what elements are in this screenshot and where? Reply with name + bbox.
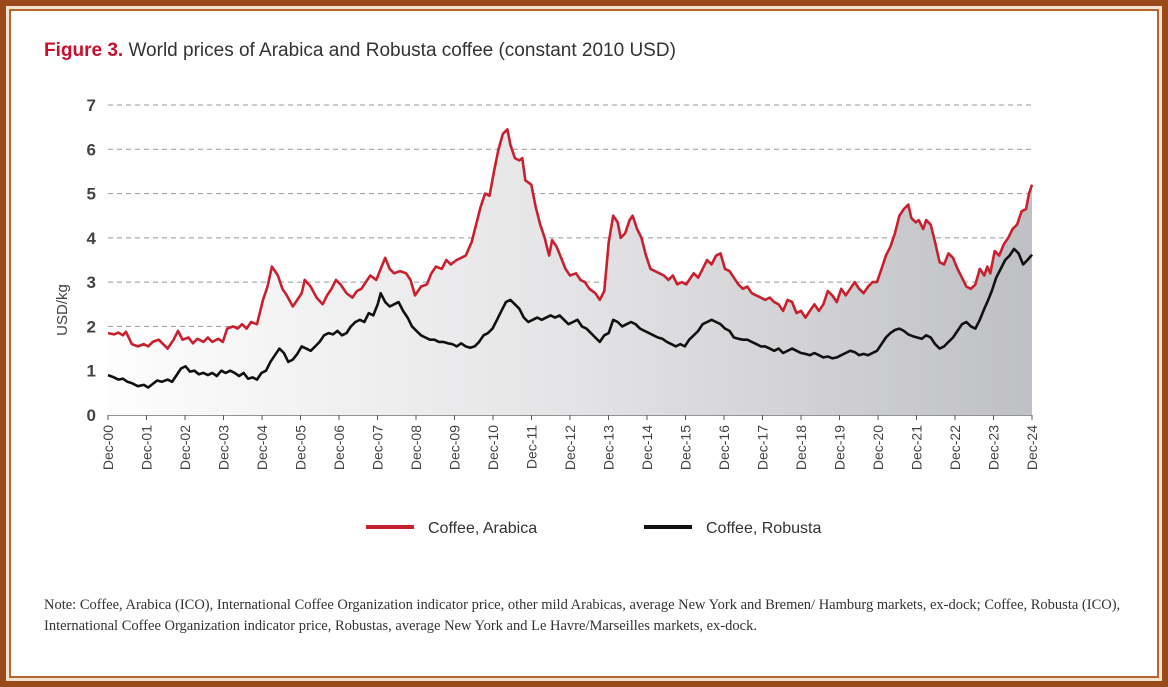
figure-title: Figure 3. World prices of Arabica and Ro…	[44, 40, 676, 62]
series-lines	[107, 128, 1034, 389]
y-tick-label: 3	[87, 273, 96, 292]
x-tick-label: Dec-21	[909, 425, 925, 470]
x-tick-label: Dec-08	[408, 425, 424, 470]
x-tick-label: Dec-17	[755, 425, 771, 470]
x-tick-label: Dec-12	[562, 425, 578, 470]
y-tick-label: 7	[87, 96, 96, 115]
x-tick-label: Dec-16	[716, 425, 732, 470]
x-tick-label: Dec-11	[524, 425, 540, 469]
y-tick-label: 1	[87, 362, 96, 381]
x-tick-label: Dec-04	[254, 425, 270, 470]
x-tick-label: Dec-06	[331, 425, 347, 470]
y-axis-label: USD/kg	[54, 284, 71, 336]
y-tick-label: 0	[87, 406, 96, 425]
x-tick-label: Dec-01	[139, 425, 155, 470]
arabica-area-fill	[108, 129, 1032, 415]
x-tick-label: Dec-22	[947, 425, 963, 470]
figure-title-text: World prices of Arabica and Robusta coff…	[128, 40, 676, 61]
x-tick-label: Dec-05	[293, 425, 309, 470]
x-tick-label: Dec-02	[177, 425, 193, 470]
x-tick-label: Dec-24	[1024, 425, 1040, 470]
legend: Coffee, Arabica Coffee, Robusta	[366, 520, 821, 537]
x-tick-label: Dec-19	[832, 425, 848, 470]
x-tick-label: Dec-14	[639, 425, 655, 470]
figure-note: Note: Coffee, Arabica (ICO), Internation…	[44, 597, 1121, 634]
y-tick-label: 4	[87, 229, 97, 248]
x-tick-label: Dec-03	[216, 425, 232, 470]
x-tick-label: Dec-13	[601, 425, 617, 470]
y-tick-label: 2	[87, 317, 96, 336]
x-tick-label: Dec-10	[485, 425, 501, 470]
x-tick-label: Dec-15	[678, 425, 694, 470]
x-axis-ticks: Dec-00 Dec-01 Dec-02 Dec-03 Dec-04 Dec-05 Dec-…	[100, 415, 1040, 470]
arabica-series-line	[107, 128, 1034, 350]
y-axis-ticks: 0 1 2 3 4 5 6 7	[87, 96, 97, 425]
x-tick-label: Dec-23	[986, 425, 1002, 470]
x-tick-label: Dec-07	[370, 425, 386, 470]
legend-label: Coffee, Robusta	[706, 520, 821, 537]
y-tick-label: 6	[87, 140, 96, 159]
y-tick-label: 5	[87, 185, 96, 204]
robusta-series-line	[107, 247, 1033, 389]
x-tick-label: Dec-00	[100, 425, 116, 470]
figure-label: Figure 3.	[44, 40, 124, 61]
x-tick-label: Dec-09	[447, 425, 463, 470]
x-tick-label: Dec-20	[870, 425, 886, 470]
legend-label: Coffee, Arabica	[428, 520, 537, 537]
x-tick-label: Dec-18	[793, 425, 809, 470]
